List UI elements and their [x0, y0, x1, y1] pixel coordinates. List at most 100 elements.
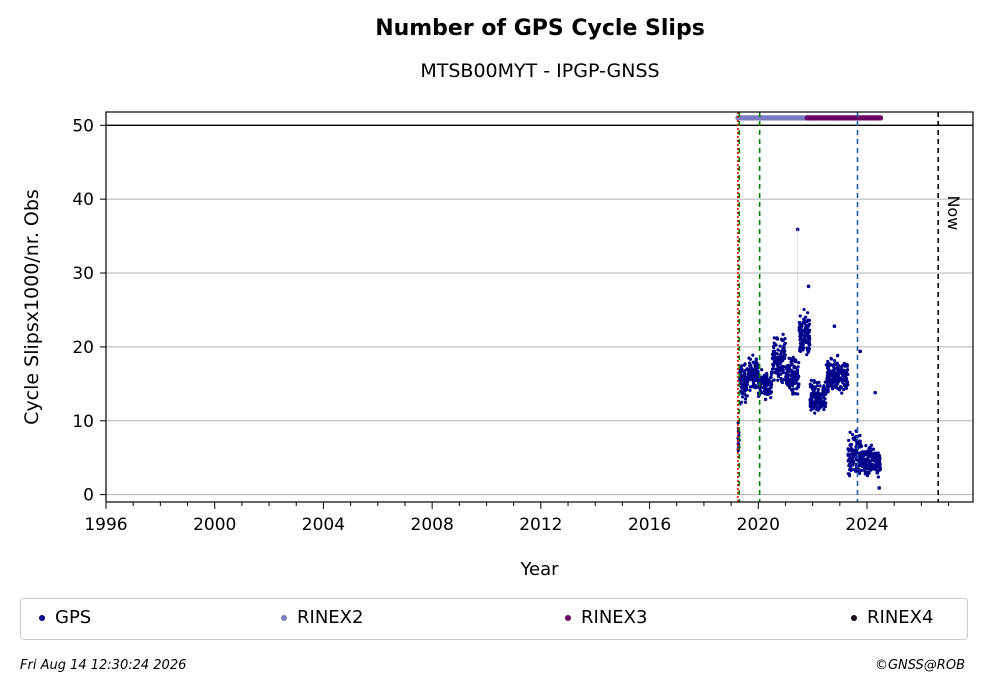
- gps-point: [785, 364, 789, 368]
- gps-point: [818, 384, 822, 388]
- gps-point: [789, 373, 793, 377]
- gps-point: [815, 395, 819, 399]
- gps-point: [799, 349, 803, 354]
- gps-point: [753, 368, 757, 372]
- gps-point: [787, 368, 791, 372]
- gps-point: [769, 376, 773, 380]
- gps-point: [746, 373, 750, 377]
- y-tick-label: 50: [72, 116, 94, 136]
- gps-point: [740, 364, 744, 368]
- gps-outlier-point: [806, 284, 811, 289]
- gps-point: [839, 385, 843, 389]
- gps-point: [844, 386, 849, 391]
- y-tick-label: 0: [83, 486, 94, 506]
- gps-point: [801, 348, 805, 352]
- gps-point: [776, 367, 781, 371]
- gps-point: [769, 382, 773, 387]
- gps-point: [806, 350, 810, 354]
- plot-frame: [105, 111, 974, 503]
- gps-point: [772, 346, 776, 350]
- legend-marker-rinex4: [851, 614, 857, 621]
- gps-point: [860, 468, 864, 472]
- gps-point: [846, 459, 850, 463]
- gps-point: [823, 404, 828, 409]
- gps-point: [754, 384, 758, 388]
- gps-point: [821, 393, 825, 397]
- gps-point: [758, 379, 762, 383]
- gps-point: [748, 363, 752, 368]
- gps-point: [815, 384, 819, 388]
- gps-point: [798, 344, 803, 348]
- gps-point: [747, 356, 751, 360]
- x-tick-label: 2024: [845, 515, 888, 535]
- gps-point: [763, 380, 768, 384]
- gps-point: [772, 336, 776, 340]
- gps-point: [822, 402, 826, 406]
- gps-point: [853, 453, 857, 457]
- gps-point: [805, 320, 809, 324]
- y-axis-label: Cycle Slipsx1000/nr. Obs: [21, 189, 43, 425]
- gps-point: [795, 381, 799, 385]
- gps-point: [788, 357, 793, 361]
- gps-outlier-point: [832, 324, 837, 329]
- gps-point: [858, 471, 862, 475]
- gps-point: [871, 447, 875, 451]
- gps-point: [801, 320, 805, 324]
- gps-point: [848, 474, 852, 478]
- gps-point: [806, 311, 810, 315]
- gps-point: [865, 458, 869, 463]
- gps-point: [836, 366, 840, 370]
- gps-point: [779, 372, 783, 376]
- gps-point: [740, 386, 744, 390]
- gps-point: [815, 401, 820, 405]
- gps-point: [743, 368, 747, 373]
- gps-point: [845, 364, 849, 368]
- gps-point: [772, 378, 776, 382]
- gps-point: [789, 380, 793, 384]
- gps-point: [769, 395, 773, 400]
- gps-point: [870, 458, 874, 463]
- gps-point: [745, 388, 749, 392]
- gps-point: [867, 446, 871, 450]
- gps-point: [824, 363, 828, 367]
- legend-label-gps: GPS: [55, 607, 92, 628]
- gps-point: [807, 339, 811, 343]
- gps-point: [771, 357, 775, 361]
- gps-point: [874, 451, 878, 455]
- gps-point: [849, 448, 854, 452]
- gps-point: [810, 387, 815, 391]
- gps-point: [811, 407, 815, 411]
- gps-point: [833, 362, 837, 366]
- gps-point: [780, 350, 784, 354]
- gps-point: [873, 467, 877, 471]
- gps-point: [794, 374, 798, 379]
- gps-point: [849, 443, 854, 447]
- gps-point: [772, 341, 776, 345]
- gps-point: [762, 389, 766, 393]
- gps-point: [845, 367, 850, 372]
- gps-point: [775, 361, 779, 366]
- gps-point: [776, 337, 780, 341]
- gps-point: [865, 466, 869, 471]
- gps-point: [740, 391, 744, 395]
- gps-point: [781, 368, 785, 372]
- gps-point: [740, 395, 745, 399]
- gps-point: [741, 374, 746, 378]
- gps-point: [871, 455, 875, 459]
- gps-point: [751, 353, 755, 357]
- gps-point: [764, 397, 768, 402]
- gps-point: [796, 374, 801, 378]
- gps-point: [809, 396, 814, 400]
- gps-point: [831, 376, 835, 380]
- gps-point: [776, 369, 781, 373]
- gps-point: [848, 430, 852, 434]
- gps-point: [748, 388, 752, 392]
- gps-point: [833, 384, 837, 388]
- gps-point: [873, 458, 877, 462]
- gps-point: [862, 457, 866, 461]
- gps-point: [751, 372, 755, 376]
- gps-point: [842, 383, 847, 388]
- y-tick-label: 10: [72, 412, 94, 432]
- gps-point: [835, 354, 840, 358]
